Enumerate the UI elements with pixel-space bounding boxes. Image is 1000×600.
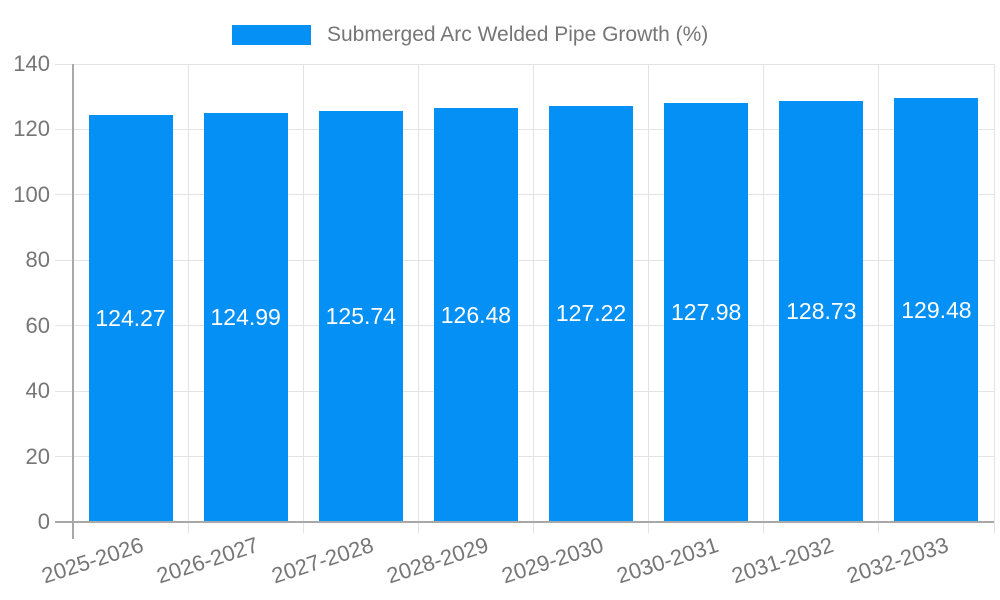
y-axis-line bbox=[72, 64, 74, 539]
x-axis-line bbox=[55, 521, 994, 523]
bar-value-label: 125.74 bbox=[325, 302, 396, 329]
y-tick-label: 80 bbox=[25, 247, 50, 273]
y-tick-label: 100 bbox=[13, 181, 50, 207]
gridline-vertical bbox=[417, 64, 419, 533]
y-tick-label: 120 bbox=[13, 116, 50, 142]
y-tick-label: 60 bbox=[25, 312, 50, 338]
bar-value-label: 126.48 bbox=[440, 301, 512, 328]
gridline-horizontal bbox=[55, 390, 994, 392]
chart-legend: Submerged Arc Welded Pipe Growth (%) bbox=[232, 23, 708, 47]
gridline-vertical bbox=[302, 64, 304, 533]
bar-value-label: 127.98 bbox=[671, 299, 742, 326]
gridline-horizontal bbox=[55, 259, 994, 261]
bar: 127.22 bbox=[549, 105, 634, 522]
gridline-vertical bbox=[878, 64, 880, 533]
legend-swatch bbox=[232, 25, 311, 45]
bar: 129.48 bbox=[894, 98, 979, 522]
bar: 126.48 bbox=[433, 108, 518, 522]
bar: 125.74 bbox=[318, 110, 403, 522]
gridline-vertical bbox=[187, 64, 189, 533]
y-tick-label: 0 bbox=[37, 509, 50, 534]
y-tick-label: 20 bbox=[25, 443, 50, 469]
bar-value-label: 124.99 bbox=[210, 304, 281, 331]
gridline-horizontal bbox=[55, 63, 994, 65]
gridline-vertical bbox=[763, 64, 765, 533]
gridline-vertical bbox=[648, 64, 650, 533]
bar: 124.99 bbox=[203, 113, 288, 522]
bar-value-label: 127.22 bbox=[555, 300, 627, 327]
gridline-horizontal bbox=[55, 325, 994, 327]
gridline-horizontal bbox=[55, 456, 994, 458]
y-tick-label: 40 bbox=[25, 378, 50, 404]
gridline-vertical bbox=[533, 64, 534, 533]
gridline-horizontal bbox=[55, 128, 994, 130]
gridline-horizontal bbox=[55, 194, 994, 196]
bar-value-label: 124.27 bbox=[95, 305, 166, 332]
bar: 124.27 bbox=[88, 115, 173, 522]
gridline-vertical bbox=[993, 64, 995, 533]
y-tick-label: 140 bbox=[13, 51, 50, 76]
bar: 128.73 bbox=[779, 100, 864, 522]
legend-label: Submerged Arc Welded Pipe Growth (%) bbox=[327, 23, 709, 46]
bar-value-label: 129.48 bbox=[901, 296, 972, 323]
bar-value-label: 128.73 bbox=[786, 297, 857, 324]
bar: 127.98 bbox=[664, 103, 749, 522]
